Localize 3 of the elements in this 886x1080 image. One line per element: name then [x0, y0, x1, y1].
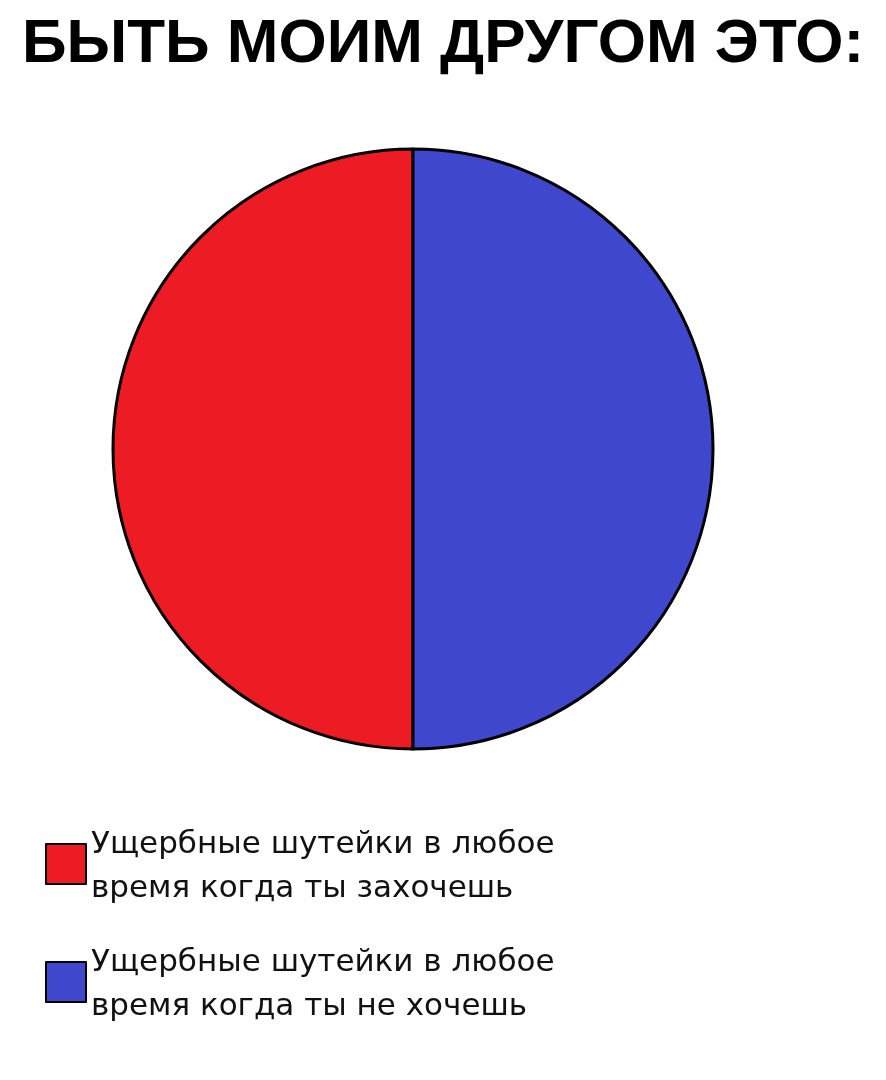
- legend-label: Ущербные шутейки в любое время когда ты захочешь: [91, 824, 565, 904]
- chart-title: БЫТЬ МОИМ ДРУГОМ ЭТО:: [21, 5, 865, 75]
- legend-label: Ущербные шутейки в любое время когда ты не хочешь: [91, 942, 565, 1022]
